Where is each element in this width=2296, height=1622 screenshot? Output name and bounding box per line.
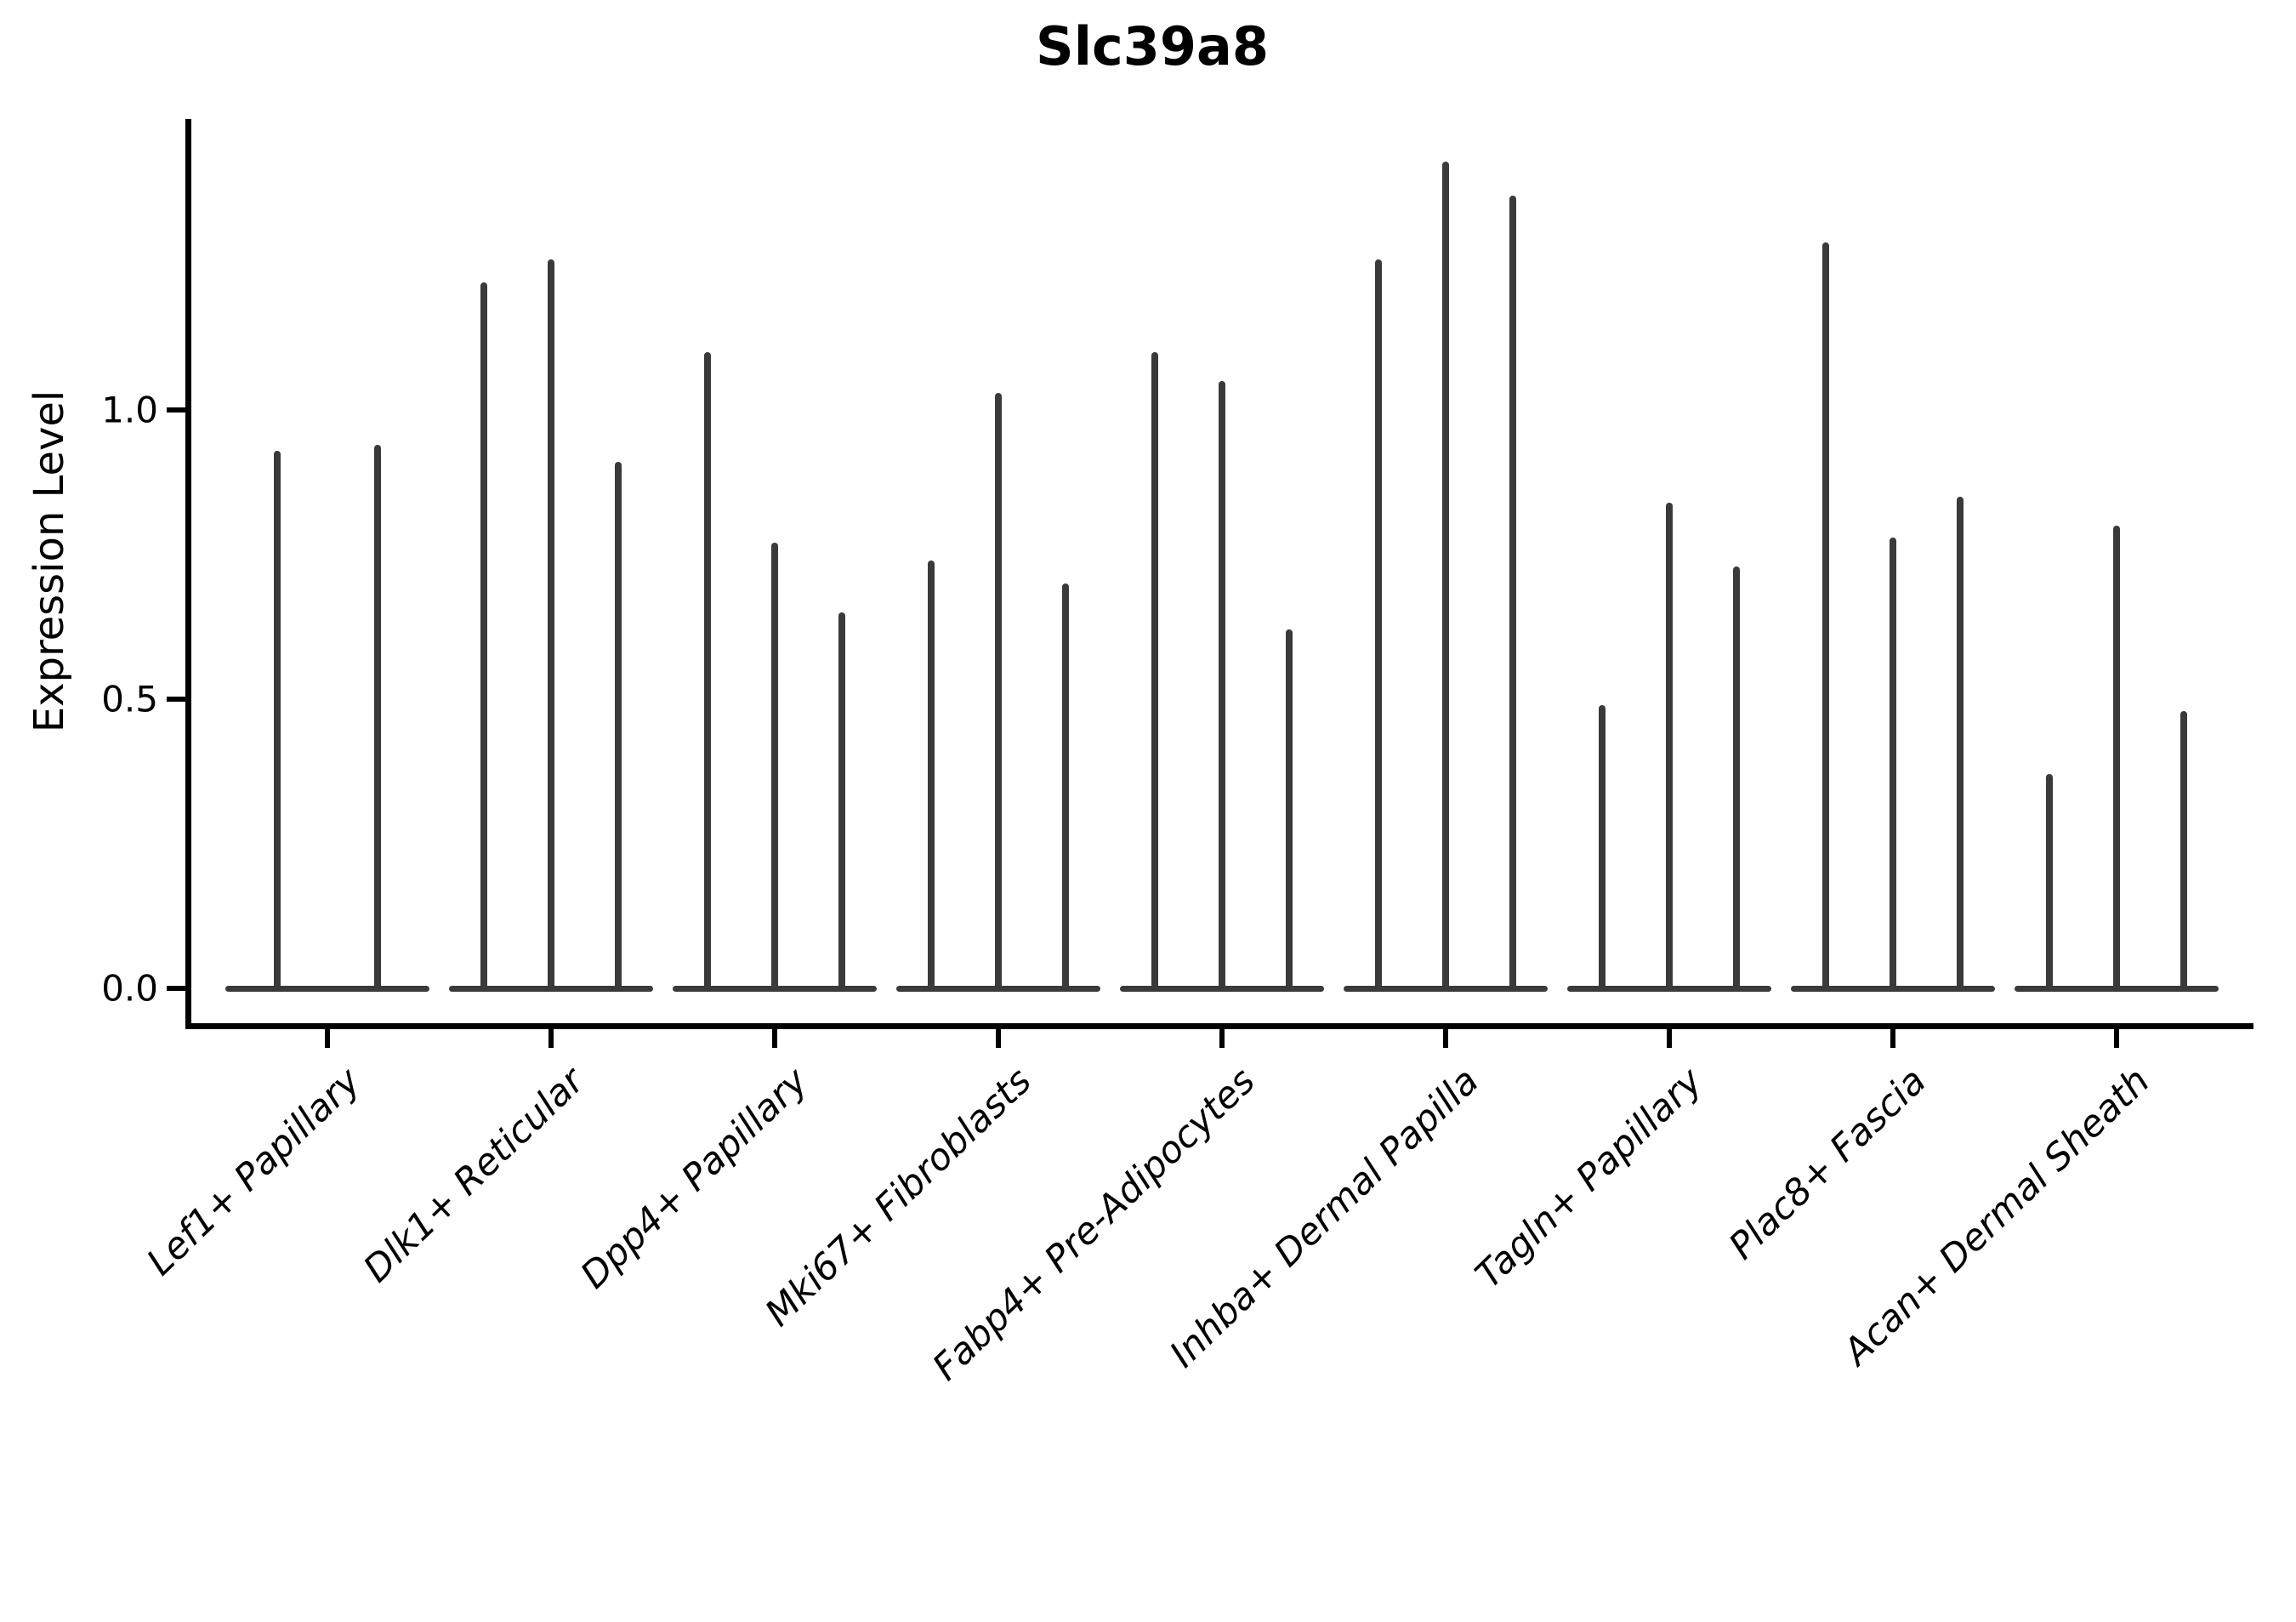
y-tick-mark [167, 407, 185, 413]
y-tick-label: 1.0 [101, 389, 158, 431]
violin-spike [2046, 774, 2054, 990]
violin-spike [771, 543, 778, 990]
violin-spike [2113, 526, 2120, 990]
x-tick-mark [1219, 1029, 1225, 1048]
violin-spike [1442, 161, 1449, 990]
violin-spike [1822, 242, 1830, 990]
violin-spike [995, 392, 1002, 990]
violin-spike [274, 450, 281, 990]
x-tick-mark [548, 1029, 554, 1048]
violin-spike [480, 282, 488, 990]
y-tick-mark [167, 986, 185, 991]
y-tick-label: 0.0 [101, 967, 158, 1010]
violin-spike [2179, 710, 2187, 990]
violin-spike [704, 352, 712, 990]
violin-spike [1599, 704, 1606, 990]
violin-plot-figure: Slc39a8 Expression Level 0.0 0.5 1.0 Lef1+ … [26, 15, 2253, 1389]
violin-spike [1219, 381, 1225, 990]
violin-spike [614, 462, 622, 990]
x-tick-mark [325, 1029, 330, 1048]
y-tick-label: 0.5 [101, 678, 158, 720]
y-tick-mark [167, 697, 185, 702]
violin-spike [838, 612, 845, 990]
violin-spike [1151, 352, 1159, 990]
chart-title: Slc39a8 [1036, 15, 1269, 77]
violin-spike [1956, 497, 1964, 990]
violin-spike [1509, 196, 1516, 990]
violin-spike [374, 444, 381, 990]
violin-spike [548, 259, 554, 990]
x-tick-mark [1443, 1029, 1448, 1048]
x-tick-mark [2114, 1029, 2119, 1048]
violin-spike [1285, 629, 1293, 990]
x-axis-spine [185, 1023, 2253, 1029]
x-tick-mark [1667, 1029, 1672, 1048]
violin-spike [1890, 537, 1896, 990]
x-tick-mark [1890, 1029, 1895, 1048]
violin-spike [1732, 566, 1740, 990]
x-tick-mark [996, 1029, 1001, 1048]
violin-spike [1061, 583, 1069, 990]
x-tick-mark [772, 1029, 777, 1048]
violin-spike [1375, 259, 1383, 990]
y-axis-spine [185, 119, 191, 1029]
violin-base [225, 986, 429, 992]
violin-spike [1666, 502, 1673, 990]
violin-spike [928, 560, 935, 990]
